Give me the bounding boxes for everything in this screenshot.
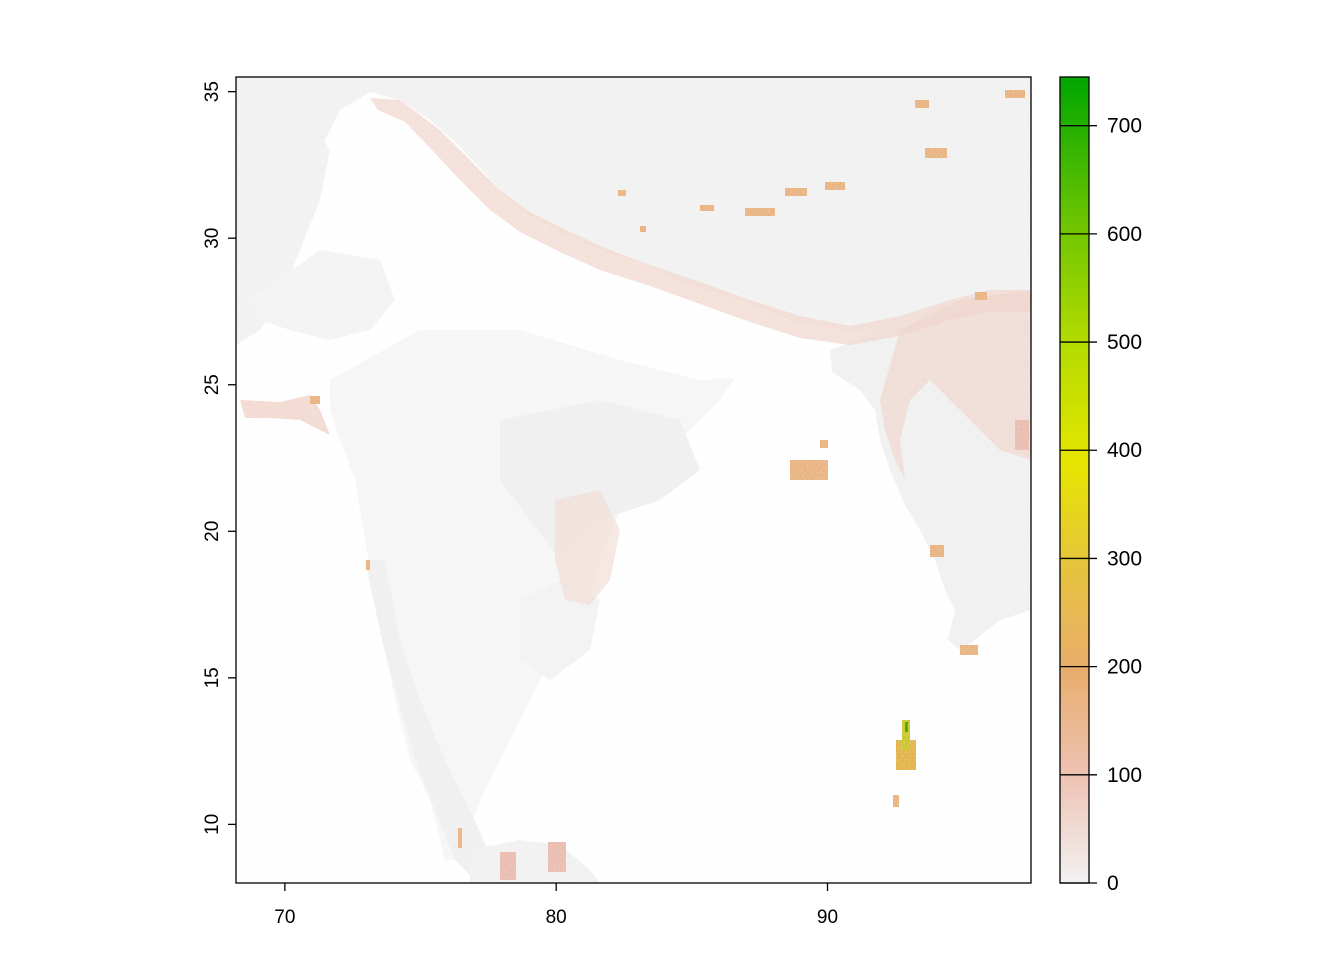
y-axis: 10 15 20 25 30 35 [202, 81, 236, 835]
colorbar-tick-label: 300 [1107, 547, 1142, 570]
x-tick-label: 90 [817, 907, 838, 928]
colorbar-legend: 0 100 200 300 400 500 600 700 [1059, 76, 1142, 895]
colorbar-tick-label: 400 [1107, 439, 1142, 462]
plot-frame [235, 76, 1032, 884]
raster-layer [236, 77, 1031, 883]
colorbar-tick-label: 500 [1107, 331, 1142, 354]
colorbar-tick-label: 200 [1107, 656, 1142, 679]
y-tick-label: 25 [202, 374, 223, 395]
colorbar-ticks: 0 100 200 300 400 500 600 700 [1060, 115, 1142, 895]
x-axis: 70 80 90 [274, 883, 838, 928]
y-tick-label: 35 [202, 81, 223, 102]
y-tick-label: 30 [202, 228, 223, 249]
colorbar-tick-label: 0 [1107, 872, 1119, 895]
colorbar-tick-label: 600 [1107, 223, 1142, 246]
y-tick-label: 15 [202, 667, 223, 688]
x-tick-label: 80 [546, 907, 567, 928]
x-tick-label: 70 [274, 907, 295, 928]
colorbar-tick-label: 700 [1107, 115, 1142, 138]
y-tick-label: 20 [202, 521, 223, 542]
colorbar-tick-label: 100 [1107, 764, 1142, 787]
y-tick-label: 10 [202, 814, 223, 835]
colorbar-gradient [1059, 76, 1090, 884]
